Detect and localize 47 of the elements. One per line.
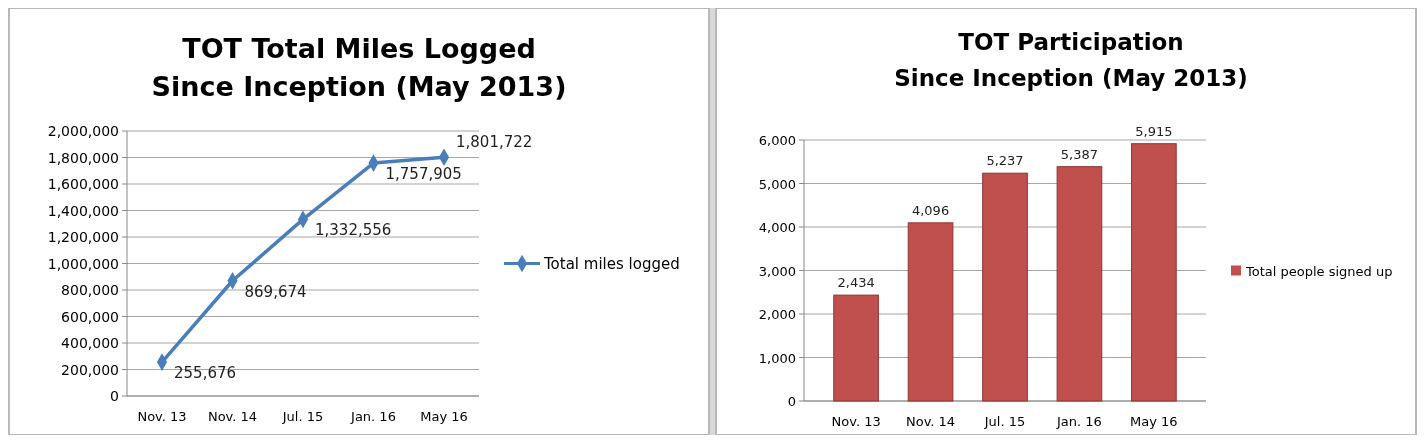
y-tick-label: 1,200,000 [47, 229, 119, 245]
x-tick-label: Nov. 13 [831, 414, 881, 429]
data-label: 869,674 [244, 282, 307, 301]
x-tick-label: May 16 [420, 409, 468, 424]
x-tick-label: May 16 [1130, 414, 1178, 429]
y-tick-label: 1,800,000 [47, 149, 119, 166]
x-tick-label: Jul. 15 [281, 409, 324, 424]
bar [1131, 143, 1177, 402]
bar [1056, 166, 1103, 402]
y-tick-label: 2,000 [758, 307, 796, 322]
y-tick-label: 400,000 [61, 335, 119, 351]
x-tick-label: Nov. 14 [207, 409, 258, 424]
y-tick-label: 1,400,000 [47, 202, 119, 219]
data-label: 5,387 [1060, 146, 1099, 162]
chart-title: TOT Total Miles Logged Since Inception (May 2013) [151, 33, 567, 102]
y-tick-label: 200,000 [61, 361, 119, 378]
y-tick-label: 1,000 [758, 350, 796, 366]
data-label: 4,096 [911, 202, 950, 218]
data-label: 2,434 [837, 275, 875, 291]
data-label: 5,915 [1135, 123, 1173, 139]
data-label: 1,332,556 [315, 221, 392, 240]
x-tick-label: Jan. 16 [1056, 414, 1102, 429]
bar [907, 222, 954, 402]
x-tick-label: Nov. 13 [137, 409, 187, 424]
y-tick-label: 6,000 [758, 133, 796, 148]
y-tick-label: 600,000 [61, 308, 119, 325]
data-label: 1,801,722 [456, 133, 533, 152]
bar [833, 294, 879, 402]
x-tick-label: Nov. 14 [905, 414, 956, 429]
y-tick-label: 0 [787, 394, 796, 409]
x-tick-label: Jul. 15 [983, 414, 1026, 429]
legend-label: Total miles logged [543, 254, 680, 273]
y-tick-label: 2,000,000 [47, 123, 119, 139]
data-label: 1,757,905 [385, 165, 462, 184]
y-tick-label: 800,000 [61, 282, 119, 298]
y-tick-label: 1,000,000 [47, 255, 119, 272]
y-tick-label: 5,000 [758, 176, 796, 192]
bar [982, 172, 1028, 402]
x-tick-label: Jan. 16 [350, 409, 396, 424]
data-label: 5,237 [986, 153, 1024, 169]
y-tick-label: 0 [110, 388, 119, 404]
y-tick-label: 4,000 [758, 220, 796, 235]
y-tick-label: 1,600,000 [47, 176, 119, 192]
chart-title: TOT Participation Since Inception (May 2013) [894, 29, 1248, 91]
y-tick-label: 3,000 [758, 263, 796, 279]
data-label: 255,676 [174, 364, 237, 383]
legend-label: Total people signed up [1245, 263, 1393, 279]
